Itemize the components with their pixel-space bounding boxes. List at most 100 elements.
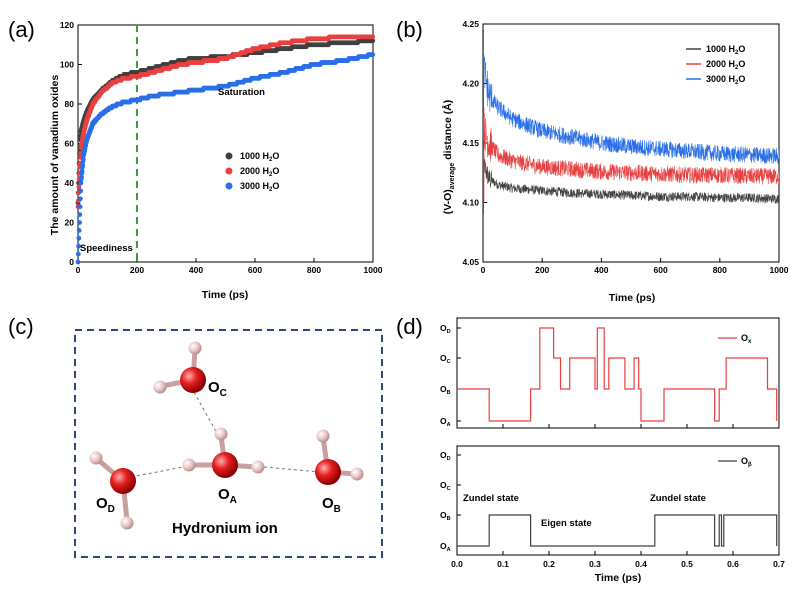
state-label: OA <box>440 416 451 428</box>
x-tick-label: 600 <box>248 265 262 275</box>
series-2000-H2O <box>75 34 376 210</box>
panel-b-chart: 0 200 400 600 800 1000 4.05 4.10 4.15 4.20 4.25 <box>462 19 788 275</box>
legend-a-2000: 2000 H2O <box>240 166 279 178</box>
x-tick-label: 0.6 <box>727 559 739 569</box>
legend-d-ox: Ox <box>741 333 752 345</box>
x-tick-label: 0 <box>481 265 486 275</box>
y-tick-label: 4.15 <box>462 138 479 148</box>
label-od: OD <box>96 495 115 515</box>
legend-b-3000: 3000 H2O <box>706 74 745 86</box>
state-label: OC <box>440 480 451 492</box>
data-point <box>76 235 82 241</box>
y-tick-label: 20 <box>65 218 75 228</box>
data-point <box>79 174 84 180</box>
panel-d-chart: OA OB OC OD OA OB OC OD 0.0 0.1 0.2 0.3 0.4 0.5 0.6 0.7 <box>440 317 785 569</box>
state-label: OD <box>440 323 451 335</box>
data-point <box>76 228 82 233</box>
x-tick-label: 400 <box>594 265 608 275</box>
state-label: OA <box>440 541 451 553</box>
zundel-state-2: Zundel state <box>650 493 706 504</box>
x-tick-label: 200 <box>130 265 144 275</box>
data-point <box>75 251 81 257</box>
panel-b-ylabel: (V-O)average distance (Å) <box>441 100 456 215</box>
hydrogen-atom <box>316 429 330 443</box>
data-point <box>76 184 82 190</box>
label-oa: OA <box>218 486 237 506</box>
panel-d-xlabel: Time (ps) <box>595 572 641 584</box>
panel-a-legend: 1000 H2O 2000 H2O 3000 H2O <box>225 151 279 193</box>
oxygen-atom-ob <box>315 459 341 485</box>
y-tick-label: 4.05 <box>462 257 479 267</box>
plot-frame <box>456 445 780 556</box>
hbond-oc-oa <box>193 391 219 436</box>
state-label: OD <box>440 450 451 462</box>
speediness-annotation: Speediness <box>80 243 133 254</box>
legend-a-marker-2000 <box>225 167 233 175</box>
hydrogen-atom <box>214 427 228 441</box>
saturation-annotation: Saturation <box>218 87 265 98</box>
panel-label-d: (d) <box>396 314 423 339</box>
x-tick-label: 0.2 <box>543 559 555 569</box>
label-ob: OB <box>322 495 341 515</box>
hbond-oa-ob <box>263 466 321 473</box>
legend-a-1000: 1000 H2O <box>240 151 279 163</box>
hydrogen-atom <box>350 467 364 481</box>
y-tick-label: 100 <box>60 60 74 70</box>
hydrogen-atom <box>188 341 202 355</box>
data-point <box>370 38 376 44</box>
series-line-3000-H2O <box>483 31 779 164</box>
data-point <box>77 196 83 202</box>
data-point <box>77 212 83 218</box>
plot-frame <box>456 317 780 429</box>
data-point <box>80 156 86 162</box>
hydrogen-atom <box>120 516 134 530</box>
data-point <box>78 188 84 194</box>
hydrogen-atom <box>89 451 103 465</box>
legend-b-1000: 1000 H2O <box>706 44 745 56</box>
oxygen-atom-oc <box>180 367 206 393</box>
data-point <box>78 180 84 186</box>
data-point <box>80 162 86 168</box>
x-tick-label: 400 <box>189 265 203 275</box>
series-3000-H2O <box>75 52 376 265</box>
data-point <box>370 52 376 58</box>
y-tick-label: 4.10 <box>462 198 479 208</box>
legend-d-obeta: Oβ <box>741 456 752 468</box>
hydrogen-atom <box>182 458 196 472</box>
y-tick-label: 120 <box>60 20 74 30</box>
hydronium-ion-label: Hydronium ion <box>172 520 278 537</box>
legend-a-marker-1000 <box>225 152 233 160</box>
series-line-1000-H2O <box>483 150 779 204</box>
data-point <box>75 259 81 265</box>
panel-a-chart: 0 200 400 600 800 1000 0 20 40 60 80 100 120 <box>60 20 383 275</box>
eigen-state: Eigen state <box>541 518 592 529</box>
data-point <box>77 204 83 210</box>
x-tick-label: 0.0 <box>451 559 463 569</box>
x-tick-label: 1000 <box>364 265 383 275</box>
y-tick-label: 4.20 <box>462 79 479 89</box>
y-tick-label: 80 <box>65 99 75 109</box>
x-tick-label: 0.5 <box>681 559 693 569</box>
panel-label-b: (b) <box>396 17 423 42</box>
panel-a-ylabel: The amount of vanadium oxides <box>49 75 61 236</box>
subplot-Oβ: OA OB OC OD 0.0 0.1 0.2 0.3 0.4 0.5 0.6 0.7 <box>440 445 785 569</box>
hydrogen-atom <box>153 380 167 394</box>
legend-a-marker-3000 <box>225 182 233 190</box>
x-tick-label: 0.3 <box>589 559 601 569</box>
legend-b-2000: 2000 H2O <box>706 59 745 71</box>
hbond-od-oa <box>130 466 184 478</box>
molecule-frame <box>74 329 383 558</box>
state-label: OC <box>440 353 451 365</box>
label-oc: OC <box>208 379 227 399</box>
state-label: OB <box>440 510 451 522</box>
hydrogen-atom <box>251 460 265 474</box>
subplot-Ox: OA OB OC OD <box>440 317 780 429</box>
panel-a-xlabel: Time (ps) <box>202 289 248 301</box>
x-tick-label: 1000 <box>770 265 789 275</box>
y-tick-label: 4.25 <box>462 19 479 29</box>
oxygen-atom-od <box>110 468 136 494</box>
x-tick-label: 800 <box>713 265 727 275</box>
panel-d-legend-bottom: Oβ <box>718 456 752 468</box>
panel-label-c: (c) <box>8 314 34 339</box>
